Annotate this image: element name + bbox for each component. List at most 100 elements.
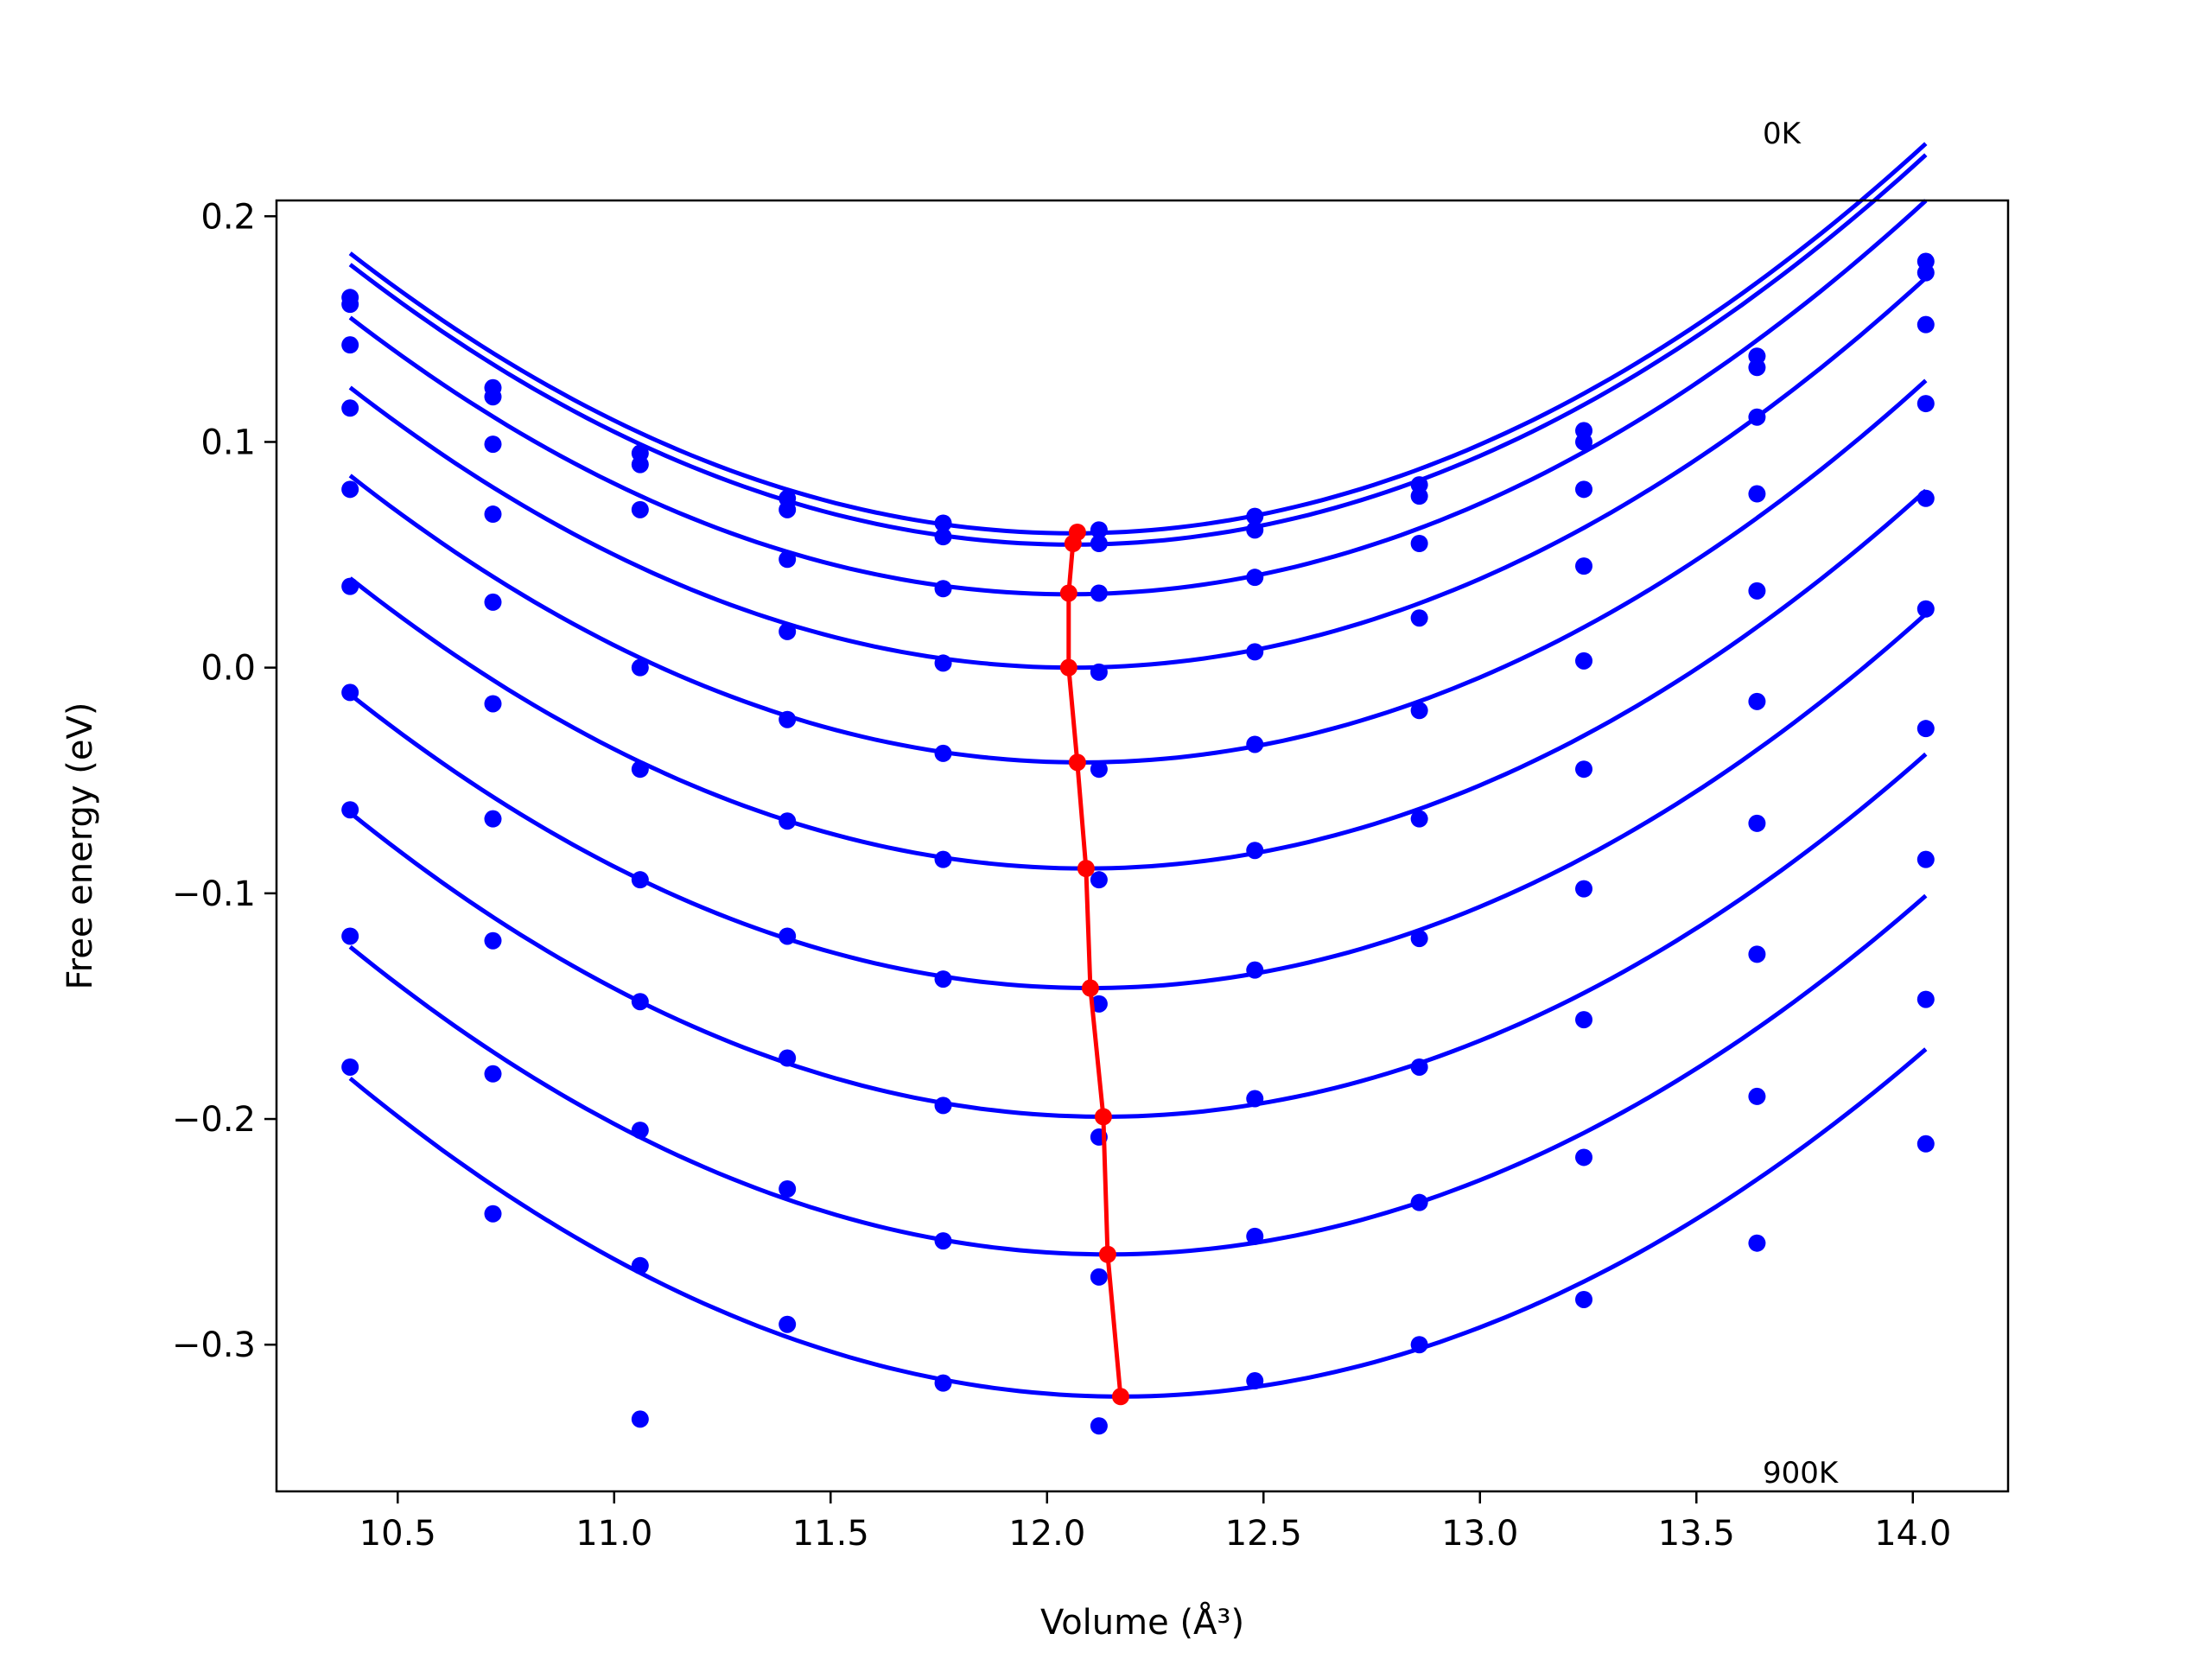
data-point-s4-5 (934, 654, 952, 672)
data-point-s2-4 (779, 500, 797, 518)
data-point-s3-7 (1246, 569, 1264, 587)
data-point-s5-2 (484, 593, 502, 611)
data-point-s10-4 (779, 1315, 797, 1333)
minimum-path-line (1066, 531, 1123, 1397)
data-point-s7-7 (1246, 961, 1264, 979)
data-point-s8-11 (1916, 850, 1935, 868)
data-point-s10-1 (341, 1058, 359, 1076)
data-point-s9-4 (779, 1180, 797, 1198)
data-point-s3-11 (1916, 315, 1935, 334)
data-point-s8-7 (1246, 1090, 1264, 1108)
x-tick-label: 14.0 (1874, 1514, 1951, 1554)
data-point-s3-2 (484, 435, 502, 454)
minimum-point-6 (1077, 860, 1095, 878)
data-point-s4-8 (1410, 609, 1428, 627)
y-tick-label: 0.1 (200, 423, 256, 462)
data-point-s5-3 (631, 760, 649, 779)
data-point-s2-3 (631, 455, 649, 474)
data-point-s1-7 (1246, 507, 1264, 525)
x-tick-label: 10.5 (359, 1514, 436, 1554)
data-point-s8-10 (1748, 945, 1766, 963)
minimum-point-3 (1059, 584, 1077, 602)
axes-frame (275, 199, 2010, 1493)
data-point-s4-3 (631, 658, 649, 677)
x-axis-label-main: Volume (1040, 1603, 1169, 1643)
minimum-point-8 (1094, 1108, 1112, 1126)
fit-curve-10 (348, 1047, 1928, 1399)
fit-curve-1 (348, 142, 1928, 536)
data-point-s3-5 (934, 580, 952, 598)
data-point-s9-6 (1090, 1268, 1108, 1286)
data-point-s3-9 (1575, 480, 1593, 499)
fit-curve-9 (348, 893, 1928, 1257)
data-point-s2-8 (1410, 487, 1428, 505)
data-point-s6-8 (1410, 810, 1428, 828)
y-axis-label: Free energy (eV) (60, 702, 100, 990)
data-point-s2-1 (341, 296, 359, 314)
data-point-s6-3 (631, 871, 649, 889)
data-point-s2-11 (1916, 264, 1935, 282)
data-point-s8-9 (1575, 1011, 1593, 1029)
y-tick-label: −0.1 (172, 874, 256, 914)
x-tick-label: 11.0 (575, 1514, 652, 1554)
data-point-s1-6 (1090, 521, 1108, 539)
data-point-s8-4 (779, 1049, 797, 1067)
data-point-s9-10 (1748, 1087, 1766, 1105)
data-point-s9-7 (1246, 1227, 1264, 1245)
data-point-s3-4 (779, 550, 797, 569)
plot-area (341, 142, 1935, 1435)
data-point-s6-11 (1916, 600, 1935, 618)
data-point-s5-10 (1748, 582, 1766, 600)
data-point-s5-5 (934, 744, 952, 762)
data-point-s10-8 (1410, 1336, 1428, 1354)
data-point-s2-5 (934, 528, 952, 546)
data-point-s8-5 (934, 1096, 952, 1115)
x-tick-label: 13.5 (1658, 1514, 1735, 1554)
data-point-s4-4 (779, 622, 797, 640)
data-point-s4-10 (1748, 485, 1766, 503)
data-point-s9-2 (484, 1065, 502, 1083)
fit-curve-2 (348, 153, 1928, 547)
data-point-s10-11 (1916, 1135, 1935, 1153)
fit-curve-6 (348, 488, 1928, 871)
data-point-s6-7 (1246, 842, 1264, 860)
y-tick-label: 0.0 (200, 649, 256, 689)
data-point-s8-3 (631, 1122, 649, 1140)
data-point-s5-1 (341, 480, 359, 499)
data-point-s9-1 (341, 927, 359, 945)
minimum-point-7 (1081, 979, 1099, 997)
data-point-s2-10 (1748, 359, 1766, 377)
data-point-s9-11 (1916, 990, 1935, 1008)
data-point-s7-6 (1090, 995, 1108, 1013)
data-point-s10-3 (631, 1410, 649, 1428)
minimum-point-2 (1064, 535, 1082, 553)
fit-curve-5 (348, 378, 1928, 765)
data-point-s9-5 (934, 1232, 952, 1250)
minimum-point-9 (1098, 1245, 1116, 1263)
y-tick-label: 0.2 (200, 197, 256, 237)
data-point-s4-9 (1575, 557, 1593, 575)
data-point-s10-5 (934, 1374, 952, 1392)
x-tick-label: 11.5 (792, 1514, 869, 1554)
fit-curve-3 (348, 199, 1928, 597)
fit-curve-8 (348, 752, 1928, 1119)
data-point-s7-10 (1748, 814, 1766, 832)
data-point-s8-8 (1410, 1058, 1428, 1076)
data-point-s2-2 (484, 388, 502, 406)
minimum-point-5 (1068, 753, 1086, 772)
data-point-s8-2 (484, 931, 502, 950)
data-point-s7-4 (779, 927, 797, 945)
data-point-s8-1 (341, 801, 359, 819)
data-point-s10-7 (1246, 1372, 1264, 1390)
data-point-s9-9 (1575, 1148, 1593, 1166)
x-axis-label: Volume (Å³) (1040, 1601, 1244, 1643)
data-point-s5-4 (779, 710, 797, 728)
data-point-s4-7 (1246, 643, 1264, 661)
data-point-s10-2 (484, 1205, 502, 1223)
y-tick-label: −0.3 (172, 1325, 256, 1365)
data-point-s6-5 (934, 850, 952, 868)
data-point-s10-9 (1575, 1290, 1593, 1308)
data-point-s2-6 (1090, 535, 1108, 553)
